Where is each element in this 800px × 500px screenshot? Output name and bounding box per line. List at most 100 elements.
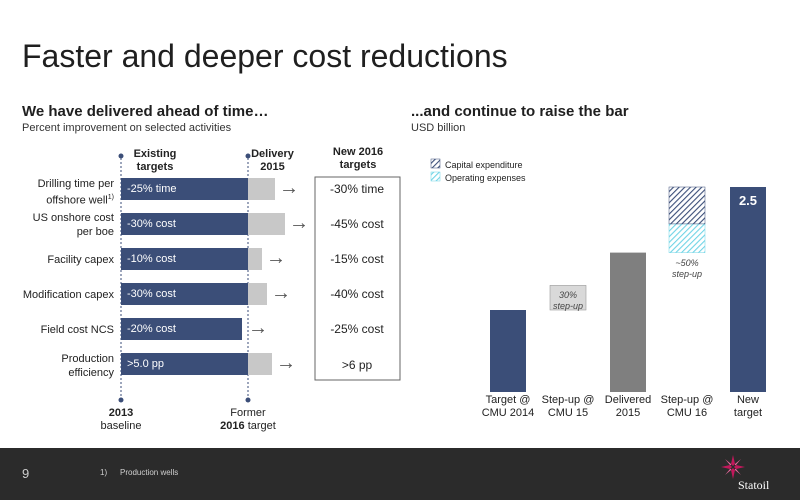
arrow-right-icon: → xyxy=(266,247,286,269)
arrow-right-icon: → xyxy=(289,212,309,234)
former-target-label-line2: 2016 target xyxy=(220,420,276,432)
col-header-existing-line1: Existing xyxy=(133,148,177,160)
footnote-mark: 1) xyxy=(100,468,108,477)
bar-delivery-ext-drilling xyxy=(248,178,275,200)
new-target-production: >6 pp xyxy=(341,358,373,372)
right-heading: ...and continue to raise the bar xyxy=(411,103,629,120)
x-label-line: New xyxy=(736,394,759,406)
statoil-logo-icon xyxy=(721,455,745,479)
row-label-field-cost: Field cost NCS xyxy=(2,323,114,337)
new-targets-box xyxy=(314,176,401,381)
x-label-line: 2015 xyxy=(615,407,641,419)
baseline-label-year: 2013 xyxy=(108,407,134,419)
col-header-delivery-line1: Delivery xyxy=(251,148,294,160)
row-label-drilling: Drilling time per offshore well1) xyxy=(2,177,114,208)
legend-swatch-capex xyxy=(430,158,441,169)
note-stepup-15-line1: 30% xyxy=(558,290,577,300)
row-label-line: Drilling time per xyxy=(37,178,114,190)
page-title: Faster and deeper cost reductions xyxy=(22,38,508,74)
note-stepup-15: 30% step-up xyxy=(548,290,588,312)
former-dot-top xyxy=(245,153,251,159)
x-label-line: Step-up @ xyxy=(660,394,714,406)
x-label: Step-up @ CMU 15 xyxy=(533,394,603,420)
arrow-right-icon: → xyxy=(248,317,268,339)
arrow-right-icon: → xyxy=(279,177,299,199)
bar-stepup-cmu-16-capex xyxy=(668,186,706,225)
x-label-line: CMU 16 xyxy=(666,407,708,419)
left-subheading: Percent improvement on selected activiti… xyxy=(22,122,232,134)
col-header-new: New 2016 targets xyxy=(318,146,398,172)
footnote-text: Production wells xyxy=(120,468,179,477)
x-label-line: CMU 15 xyxy=(547,407,589,419)
bar-label-us-onshore: -30% cost xyxy=(127,218,176,230)
row-label-line: Field cost NCS xyxy=(40,324,114,336)
footer-bar: 9 1) Production wells Statoil xyxy=(0,448,800,500)
bar-delivery-ext-facility xyxy=(248,248,262,270)
legend-swatch-opex xyxy=(430,171,441,182)
row-label-us-onshore: US onshore cost per boe xyxy=(2,211,114,239)
arrow-right-icon: → xyxy=(271,282,291,304)
former-dot-bottom xyxy=(245,397,251,403)
bar-existing-drilling xyxy=(121,178,248,200)
note-stepup-16-line2: step-up xyxy=(671,269,703,279)
row-label-modification: Modification capex xyxy=(2,288,114,302)
right-chart xyxy=(490,186,766,392)
x-label-line: Delivered xyxy=(604,394,652,406)
col-header-existing: Existing targets xyxy=(120,148,190,174)
statoil-logo-text: Statoil xyxy=(738,478,770,492)
row-label-line: US onshore cost xyxy=(32,212,114,224)
legend-swatches xyxy=(430,158,441,182)
baseline-label: 2013 baseline xyxy=(91,407,151,433)
former-target-label-line1: Former xyxy=(230,407,266,419)
col-header-delivery-line2: 2015 xyxy=(260,161,285,173)
row-label-line: Modification capex xyxy=(22,289,114,301)
row-label-facility: Facility capex xyxy=(2,253,114,267)
bar-delivery-ext-production xyxy=(248,353,272,375)
arrow-right-icon: → xyxy=(276,352,296,374)
x-label-line: Step-up @ xyxy=(541,394,595,406)
former-target-label: Former 2016 target xyxy=(208,407,288,433)
new-target-drilling: -30% time xyxy=(329,182,385,196)
legend-label-opex: Operating expenses xyxy=(445,173,526,183)
bar-target-cmu-2014 xyxy=(490,310,526,392)
legend-label-capex: Capital expenditure xyxy=(445,160,523,170)
x-label: Target @ CMU 2014 xyxy=(473,394,543,420)
row-label-line: offshore well1) xyxy=(2,191,114,208)
bar-existing-field-cost xyxy=(121,318,242,340)
baseline-dot-bottom xyxy=(118,397,124,403)
note-stepup-15-line2: step-up xyxy=(552,301,584,311)
new-target-facility: -15% cost xyxy=(330,252,384,266)
new-target-us-onshore: -45% cost xyxy=(330,217,384,231)
x-label-line: target xyxy=(733,407,763,419)
bar-existing-us-onshore xyxy=(121,213,248,235)
right-subheading: USD billion xyxy=(411,122,466,134)
row-label-production: Production efficiency xyxy=(2,352,114,380)
legend: Capital expenditure Operating expenses xyxy=(445,159,526,185)
bar-existing-facility xyxy=(121,248,248,270)
bar-stepup-cmu-15 xyxy=(549,285,587,311)
x-label: New target xyxy=(713,394,783,420)
row-label-line: efficiency xyxy=(68,367,114,379)
baseline-dot-top xyxy=(118,153,124,159)
bar-label-facility: -10% cost xyxy=(127,253,176,265)
col-header-delivery: Delivery 2015 xyxy=(245,148,300,174)
bar-label-modification: -30% cost xyxy=(127,288,176,300)
bar-existing-production xyxy=(121,353,248,375)
note-stepup-16: ~50% step-up xyxy=(665,258,709,280)
footnote-ref: 1) xyxy=(107,194,114,201)
new-target-field-cost: -25% cost xyxy=(330,322,384,336)
x-label: Delivered 2015 xyxy=(593,394,663,420)
row-label-line: per boe xyxy=(76,226,114,238)
bar-new-target xyxy=(730,187,766,392)
left-heading: We have delivered ahead of time… xyxy=(22,103,269,120)
bar-existing-modification xyxy=(121,283,248,305)
col-header-new-line2: targets xyxy=(339,159,377,171)
col-header-new-line1: New 2016 xyxy=(332,146,384,158)
bar-label-field-cost: -20% cost xyxy=(127,323,176,335)
value-label-new-target: 2.5 xyxy=(738,193,758,208)
bar-delivery-ext-us-onshore xyxy=(248,213,285,235)
x-label: Step-up @ CMU 16 xyxy=(652,394,722,420)
x-label-line: CMU 2014 xyxy=(481,407,535,419)
col-header-existing-line2: targets xyxy=(136,161,174,173)
bar-stepup-cmu-16-opex xyxy=(668,223,706,253)
